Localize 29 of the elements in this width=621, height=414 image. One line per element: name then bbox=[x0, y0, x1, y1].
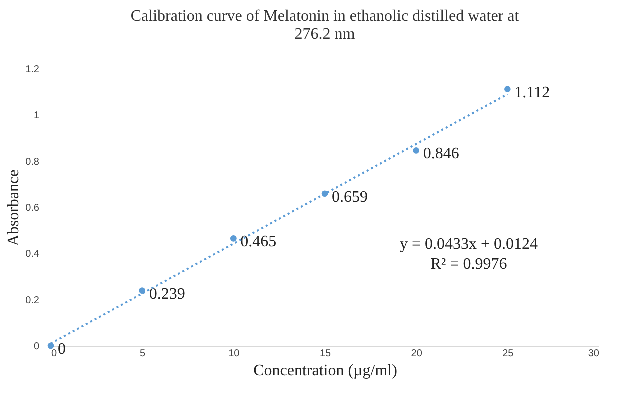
data-label: 1.112 bbox=[514, 84, 550, 102]
point bbox=[230, 236, 237, 242]
x-tick-label: 0 bbox=[52, 348, 58, 360]
chart-title: Calibration curve of Melatonin in ethanolic distilled water at 276.2 nm bbox=[130, 8, 520, 43]
x-axis-title: Concentration (µg/ml) bbox=[254, 362, 398, 380]
annotation: y = 0.0433x + 0.0124 bbox=[400, 236, 538, 253]
x-tick-label: 5 bbox=[140, 348, 146, 360]
y-tick-label: 0 bbox=[34, 342, 40, 352]
y-tick-label: 0.2 bbox=[26, 295, 40, 306]
point bbox=[48, 342, 54, 350]
y-tick-label: 1 bbox=[34, 110, 40, 122]
data-label: 0.659 bbox=[332, 188, 368, 206]
y-tick-label: 1.2 bbox=[26, 64, 40, 76]
y-axis-title: Absorbance bbox=[6, 170, 23, 246]
y-tick-label: 0.4 bbox=[26, 249, 40, 260]
annotation: R² = 0.9976 bbox=[430, 256, 508, 273]
data-label: 0.846 bbox=[423, 146, 460, 163]
data-label: 0.465 bbox=[240, 234, 277, 251]
y-tick-label: 0.8 bbox=[26, 156, 40, 168]
x-tick-label: 10 bbox=[228, 348, 240, 360]
point bbox=[504, 86, 511, 92]
y-tick-label: 0.6 bbox=[26, 203, 40, 214]
x-tick-label: 20 bbox=[411, 348, 423, 360]
data-label: 0.239 bbox=[149, 286, 186, 303]
x-tick-label: 25 bbox=[502, 348, 514, 360]
x-tick-label: 30 bbox=[588, 348, 600, 360]
x-tick-label: 15 bbox=[320, 348, 332, 360]
point bbox=[139, 288, 146, 294]
point bbox=[413, 148, 420, 154]
